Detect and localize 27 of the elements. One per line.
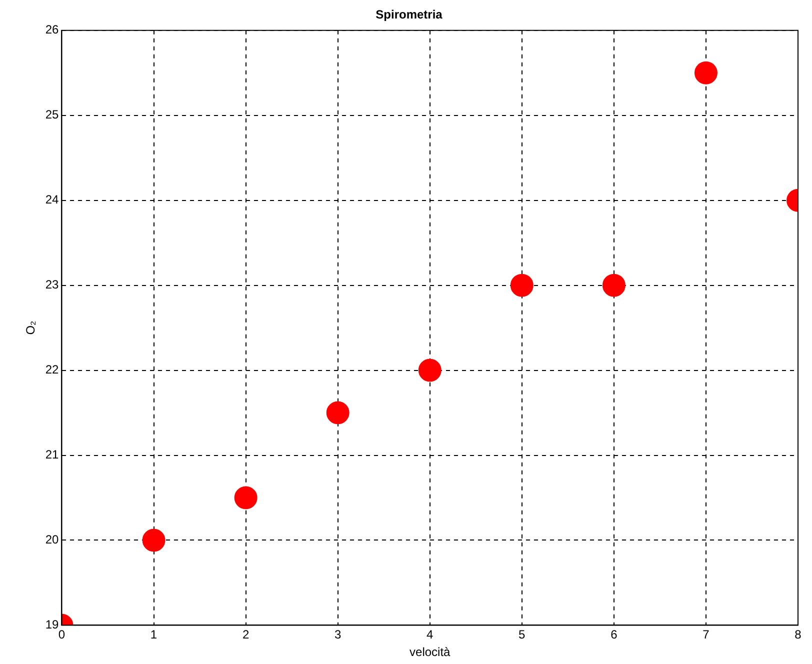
x-tick-label: 2 bbox=[242, 628, 250, 642]
chart-title: Spirometria bbox=[376, 8, 443, 22]
point bbox=[326, 401, 350, 424]
y-tick-label: 20 bbox=[45, 532, 60, 547]
point bbox=[510, 274, 534, 297]
y-axis-title: O₂ bbox=[24, 320, 38, 335]
point bbox=[142, 528, 166, 552]
x-axis-title: velocità bbox=[410, 645, 451, 660]
point bbox=[694, 61, 718, 84]
y-tick-label: 23 bbox=[45, 278, 60, 292]
x-tick-label: 7 bbox=[702, 628, 710, 642]
x-tick-label: 3 bbox=[334, 628, 342, 642]
x-tick-label: 1 bbox=[150, 628, 158, 642]
point bbox=[234, 486, 258, 510]
x-tick-label: 0 bbox=[58, 628, 66, 642]
x-tick-label: 6 bbox=[610, 628, 618, 642]
y-tick-label: 22 bbox=[45, 362, 60, 377]
y-tick-label: 25 bbox=[45, 108, 60, 122]
y-tick-label: 24 bbox=[45, 192, 60, 207]
point bbox=[418, 358, 442, 382]
y-tick-label: 19 bbox=[45, 618, 60, 632]
x-tick-label: 8 bbox=[794, 628, 802, 642]
x-tick-label: 5 bbox=[518, 628, 526, 642]
x-tick-label: 4 bbox=[426, 628, 434, 642]
y-tick-label: 26 bbox=[45, 22, 60, 37]
y-tick-label: 21 bbox=[45, 448, 60, 462]
point bbox=[602, 274, 626, 297]
